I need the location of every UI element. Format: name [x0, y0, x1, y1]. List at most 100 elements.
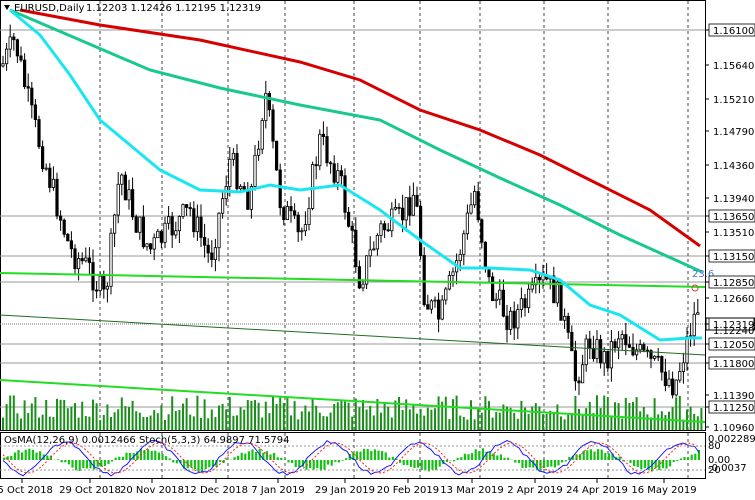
osma-bar [370, 451, 373, 460]
price-label: 1.15210 [713, 95, 754, 106]
volume-bar [38, 417, 40, 430]
volume-bar [441, 401, 444, 430]
osma-bar [255, 451, 258, 460]
osma-bar [690, 454, 693, 460]
volume-bar [2, 417, 4, 430]
candle-body [606, 351, 610, 369]
dropdown-icon[interactable] [4, 5, 10, 10]
candle-body [141, 216, 145, 248]
candle-body [386, 229, 390, 232]
osma-bar [190, 460, 193, 468]
candle-body [368, 249, 372, 257]
price-label-box [708, 249, 755, 263]
candle-body [1, 63, 5, 67]
volume-bar [401, 409, 404, 430]
volume-bar [279, 395, 282, 430]
volume-bar [164, 419, 166, 430]
date-label: 20 Nov 2018 [120, 485, 184, 496]
candle-body [318, 133, 322, 167]
volume-bar [196, 395, 199, 430]
osma-bar [636, 460, 639, 468]
volume-bar [470, 400, 472, 430]
volume-bar [236, 415, 238, 430]
candle-body [624, 334, 628, 346]
osma-bar [67, 460, 70, 465]
candle-body [584, 338, 588, 366]
osc-axis-label: 0.00 [708, 455, 730, 466]
osma-bar [381, 450, 384, 460]
volume-bar [678, 395, 681, 430]
osma-bar [226, 458, 229, 460]
volume-bar [412, 404, 415, 430]
volume-bar [585, 408, 588, 430]
candle-body [649, 350, 653, 359]
candle-body [170, 216, 174, 236]
osma-bar [17, 450, 20, 460]
volume-bar [484, 396, 487, 430]
osma-bar [492, 453, 495, 460]
candle-body [534, 276, 538, 286]
volume-bar [380, 412, 382, 430]
osma-bar [125, 452, 128, 460]
price-label-box [708, 275, 755, 289]
volume-bar [520, 400, 523, 430]
candle-body [66, 233, 70, 242]
osma-bar [579, 454, 582, 460]
volume-bar [650, 417, 652, 430]
volume-bar [275, 404, 278, 430]
volume-bar [675, 397, 678, 430]
candle-body [325, 136, 329, 164]
volume-bar [200, 417, 202, 430]
volume-bar [160, 405, 163, 430]
osma-bar [528, 460, 531, 468]
candle-body [645, 349, 650, 352]
candle-body [501, 289, 506, 317]
price-label: 1.11800 [713, 359, 754, 370]
volume-bar [563, 419, 566, 430]
candle-body [19, 55, 23, 61]
price-label: 1.12050 [713, 340, 754, 351]
osma-bar [280, 457, 283, 460]
trend-line-upper [0, 272, 706, 288]
volume-bar [250, 400, 253, 430]
osma-bar [575, 454, 578, 460]
volume-bar [527, 413, 530, 430]
osma-bar [35, 452, 38, 460]
osma-bar [507, 457, 510, 460]
candle-body [339, 170, 344, 177]
candle-body [238, 186, 243, 190]
fibo-annotation: 23.6 [692, 269, 714, 280]
volume-bar [34, 397, 37, 430]
volume-bar [239, 407, 242, 430]
volume-bar [502, 404, 505, 430]
volume-bar [110, 417, 112, 430]
volume-bar [516, 418, 519, 430]
candle-body [206, 244, 210, 254]
volume-bar [524, 407, 526, 430]
price-label: 1.13650 [713, 212, 754, 223]
osma-bar [301, 460, 304, 467]
osma-bar [543, 460, 546, 469]
candle-body [296, 214, 300, 233]
candle-body [134, 216, 138, 233]
candle-body [609, 341, 614, 369]
osma-bar [71, 460, 74, 468]
osma-bar [607, 453, 610, 460]
osma-bar [348, 453, 351, 460]
volume-bar [477, 408, 480, 430]
volume-bar [214, 417, 217, 430]
candle-body [696, 312, 700, 315]
osma-bar [679, 458, 682, 460]
candle-body [372, 248, 376, 251]
volume-bar [329, 412, 332, 430]
volume-bar [210, 409, 213, 430]
candle-body [300, 230, 304, 233]
osma-bar [654, 460, 657, 469]
volume-bar [81, 401, 84, 430]
osma-bar [402, 460, 405, 466]
candle-body [148, 243, 153, 250]
volume-bar [63, 399, 66, 430]
candlesticks [1, 24, 700, 399]
